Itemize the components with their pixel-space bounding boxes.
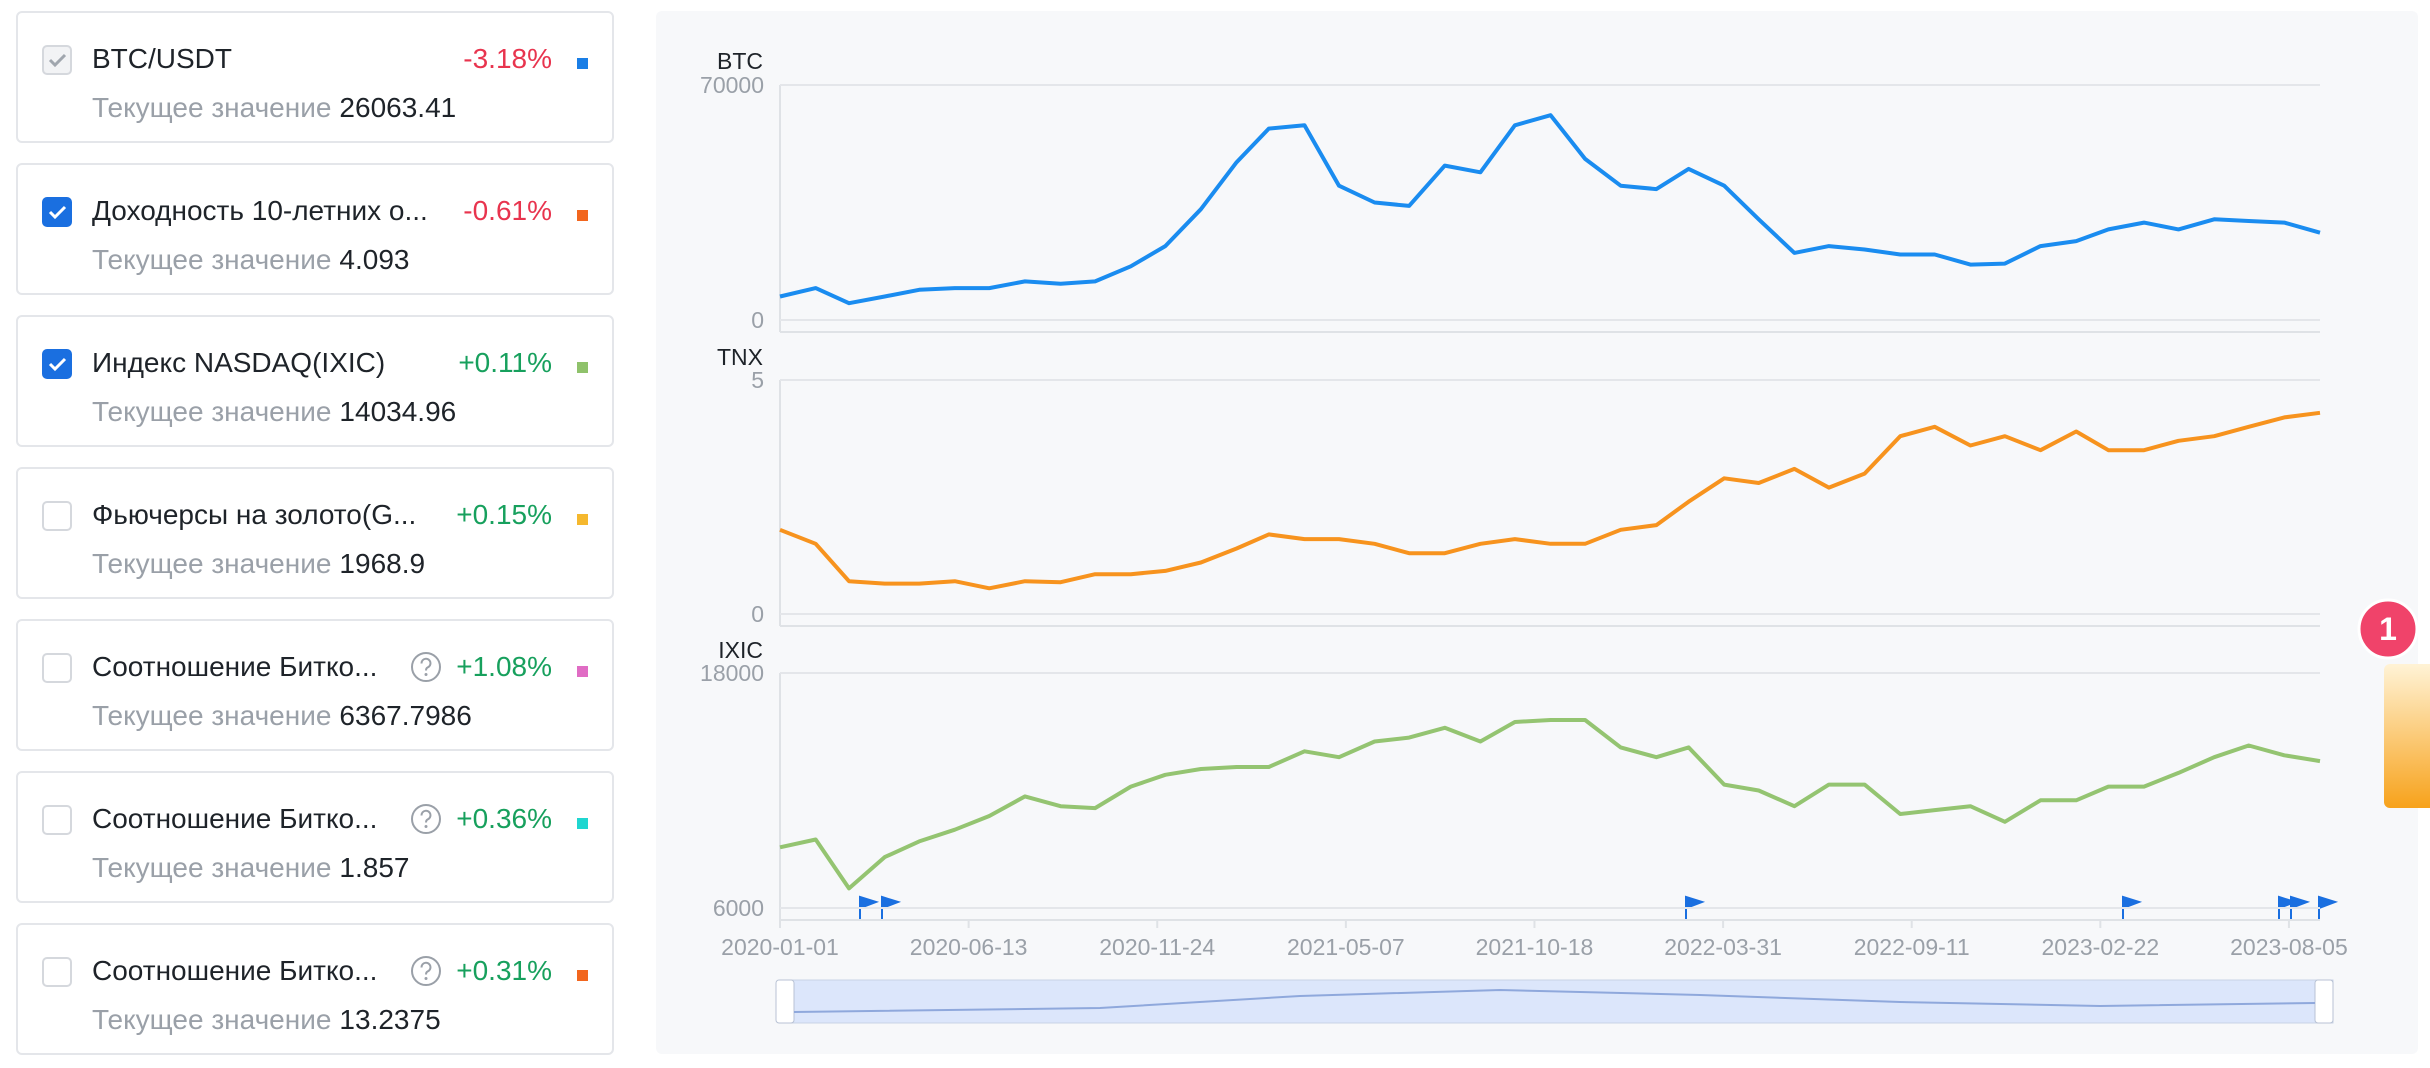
color-swatch [577, 362, 588, 373]
series-name: Соотношение Битко... [92, 955, 378, 986]
promo-widget[interactable] [2384, 664, 2430, 808]
series-line [779, 113, 2321, 306]
change: +0.31% [456, 955, 552, 986]
current-value: Текущее значение 4.093 [92, 244, 410, 276]
series-card: Соотношение Битко... +0.31% Текущее значен… [16, 923, 614, 1055]
current-number: 14034.96 [339, 396, 457, 427]
checkbox[interactable] [42, 349, 72, 379]
overview-slider[interactable] [775, 979, 2334, 1024]
change: +0.36% [456, 803, 552, 834]
axis-title: IXIC [718, 637, 763, 663]
checkbox [42, 45, 72, 75]
current-value: Текущее значение 13.2375 [92, 1004, 441, 1036]
color-swatch [577, 58, 588, 69]
y-tick-label: 5 [751, 367, 764, 393]
current-label: Текущее значение [92, 1004, 332, 1035]
x-tick-label: 2021-05-07 [1287, 934, 1405, 960]
x-tick-label: 2021-10-18 [1476, 934, 1594, 960]
x-tick-label: 2023-08-05 [2230, 934, 2348, 960]
checkbox[interactable] [42, 653, 72, 683]
series-name: Индекс NASDAQ(IXIC) [92, 347, 386, 378]
current-number: 13.2375 [339, 1004, 441, 1035]
x-tick-label: 2020-01-01 [721, 934, 839, 960]
current-number: 4.093 [339, 244, 410, 275]
current-value: Текущее значение 1968.9 [92, 548, 425, 580]
checkbox[interactable] [42, 805, 72, 835]
current-number: 26063.41 [339, 92, 457, 123]
checkbox[interactable] [42, 957, 72, 987]
series-name: Соотношение Битко... [92, 651, 378, 682]
checkbox[interactable] [42, 501, 72, 531]
current-value: Текущее значение 14034.96 [92, 396, 456, 428]
x-tick-label: 2023-02-22 [2042, 934, 2160, 960]
slider-handle[interactable] [775, 979, 795, 1024]
change: -0.61% [463, 195, 552, 226]
chart-panel [656, 11, 2418, 1054]
color-swatch [577, 818, 588, 829]
current-value: Текущее значение 26063.41 [92, 92, 456, 124]
color-swatch [577, 970, 588, 981]
current-label: Текущее значение [92, 92, 332, 123]
series-card: Доходность 10-летних о... -0.61% Текущее з… [16, 163, 614, 295]
slider-window [779, 979, 2334, 1024]
y-tick-label: 0 [751, 601, 764, 627]
help-icon[interactable] [410, 955, 442, 992]
y-tick-label: 0 [751, 307, 764, 333]
color-swatch [577, 210, 588, 221]
series-name: Доходность 10-летних о... [92, 195, 428, 226]
current-number: 1.857 [339, 852, 410, 883]
axis-title: TNX [717, 344, 763, 370]
help-icon[interactable] [410, 803, 442, 840]
series-card: BTC/USDT -3.18% Текущее значение 26063.41 [16, 11, 614, 143]
current-number: 6367.7986 [339, 700, 472, 731]
x-tick-label: 2020-06-13 [910, 934, 1028, 960]
axis-title: BTC [717, 48, 763, 74]
series-line [779, 718, 2321, 891]
x-tick-label: 2022-09-11 [1854, 934, 1970, 960]
series-line [779, 410, 2321, 591]
badge-count: 1 [2379, 611, 2397, 647]
current-label: Текущее значение [92, 700, 332, 731]
current-label: Текущее значение [92, 244, 332, 275]
current-label: Текущее значение [92, 396, 332, 427]
series-card: Соотношение Битко... +0.36% Текущее значен… [16, 771, 614, 903]
series-card: Индекс NASDAQ(IXIC) +0.11% Текущее значени… [16, 315, 614, 447]
change: +0.15% [456, 499, 552, 530]
y-tick-label: 70000 [700, 72, 764, 98]
current-value: Текущее значение 6367.7986 [92, 700, 472, 732]
series-name: Фьючерсы на золото(G... [92, 499, 417, 530]
x-tick-label: 2022-03-31 [1664, 934, 1782, 960]
series-name: Соотношение Битко... [92, 803, 378, 834]
current-number: 1968.9 [339, 548, 426, 579]
color-swatch [577, 514, 588, 525]
y-tick-label: 6000 [713, 895, 764, 921]
slider-preview [793, 988, 2316, 1013]
series-card: Фьючерсы на золото(G... +0.15% Текущее зна… [16, 467, 614, 599]
color-swatch [577, 666, 588, 677]
change: +0.11% [458, 347, 552, 378]
series-name: BTC/USDT [92, 43, 232, 74]
current-label: Текущее значение [92, 548, 332, 579]
current-label: Текущее значение [92, 852, 332, 883]
help-icon[interactable] [410, 651, 442, 688]
current-value: Текущее значение 1.857 [92, 852, 410, 884]
flag[interactable] [2318, 895, 2339, 919]
badge [2357, 598, 2419, 660]
series-card: Соотношение Битко... +1.08% Текущее значен… [16, 619, 614, 751]
change: -3.18% [463, 43, 552, 74]
x-tick-label: 2020-11-24 [1099, 934, 1215, 960]
slider-handle[interactable] [2314, 979, 2334, 1024]
checkbox[interactable] [42, 197, 72, 227]
change: +1.08% [456, 651, 552, 682]
y-tick-label: 18000 [700, 660, 764, 686]
